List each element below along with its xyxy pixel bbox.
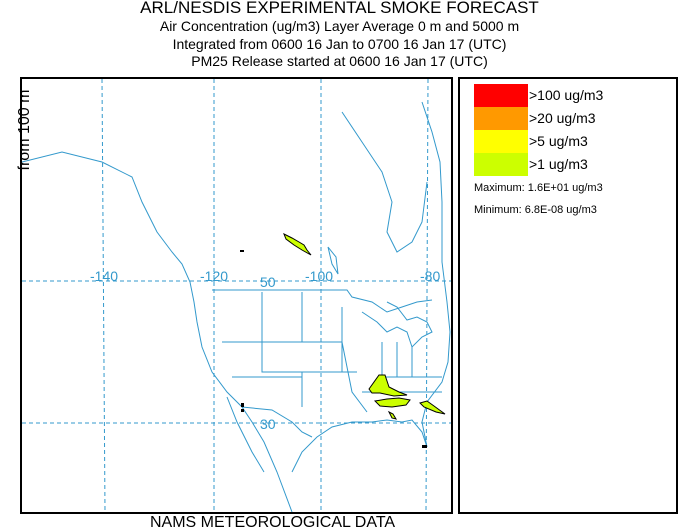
smoke-plumes <box>283 232 446 420</box>
data-source-label: NAMS METEOROLOGICAL DATA <box>150 514 396 531</box>
subtitle-line-2: Integrated from 0600 16 Jan to 0700 16 J… <box>172 36 507 52</box>
legend-label: >100 ug/m3 <box>529 87 604 103</box>
coastlines-borders <box>22 101 451 512</box>
baja <box>226 396 265 473</box>
lat-label: 30 <box>260 416 276 432</box>
legend-label: >5 ug/m3 <box>529 133 588 149</box>
west-coast <box>22 151 293 512</box>
plume-tennessee <box>368 374 408 397</box>
lon-label: -140 <box>90 268 118 284</box>
legend-label: >1 ug/m3 <box>529 156 588 172</box>
lon-label: -80 <box>420 268 440 284</box>
great-lakes <box>361 301 433 348</box>
lat-label: 50 <box>260 274 276 290</box>
minimum-value: Minimum: 6.8E-08 ug/m3 <box>474 204 597 216</box>
legend-swatch-lime <box>474 153 528 176</box>
state-lines <box>222 292 442 413</box>
map-title: ARL/NESDIS EXPERIMENTAL SMOKE FORECAST <box>140 0 539 17</box>
subtitle-line-3: PM25 Release started at 0600 16 Jan 17 (… <box>191 53 488 69</box>
lon-label: -120 <box>200 268 228 284</box>
hudson-bay <box>341 111 428 253</box>
legend-label: >20 ug/m3 <box>529 110 596 126</box>
plume-georgia <box>419 400 446 415</box>
lon-label: -100 <box>305 268 333 284</box>
mexico-gulf-coast <box>291 419 428 473</box>
lake-winnipeg <box>327 246 339 275</box>
legend-panel: >100 ug/m3 >20 ug/m3 >5 ug/m3 >1 ug/m3 M… <box>458 77 678 514</box>
meridian-140 <box>101 79 106 512</box>
meridian-80 <box>425 79 429 512</box>
legend-swatch-orange <box>474 107 528 130</box>
subtitle-line-1: Air Concentration (ug/m3) Layer Average … <box>159 18 520 34</box>
legend-swatch-red <box>474 84 528 107</box>
maximum-value: Maximum: 1.6E+01 ug/m3 <box>474 182 603 194</box>
us-canada-border <box>212 289 433 313</box>
plume-gulf <box>387 410 398 420</box>
map-panel: -140 -120 -100 -80 50 30 <box>20 77 453 514</box>
graticule <box>22 79 451 512</box>
plume-canada <box>283 232 312 256</box>
small-smoke-spots <box>240 250 427 448</box>
mexico-border <box>241 406 313 438</box>
plume-mississippi <box>373 397 411 408</box>
legend-swatch-yellow <box>474 130 528 153</box>
map-canvas: -140 -120 -100 -80 50 30 <box>22 79 451 512</box>
